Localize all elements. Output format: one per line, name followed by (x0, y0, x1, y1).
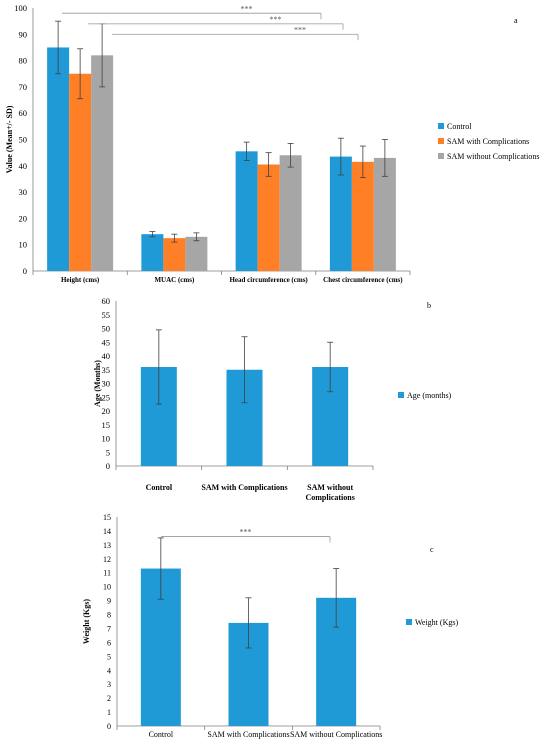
y-tick-label: 15 (102, 420, 111, 430)
y-tick-label: 90 (19, 29, 28, 39)
legend-label: SAM with Complications (447, 137, 529, 146)
legend-label: Control (447, 122, 472, 131)
y-tick-label: 50 (102, 324, 111, 334)
y-tick-label: 0 (106, 461, 110, 471)
bar-0-2 (235, 151, 258, 271)
y-tick-label: 30 (102, 379, 111, 389)
y-tick-label: 80 (19, 56, 28, 66)
significance-label: *** (240, 528, 252, 537)
category-label: SAM with Complications (207, 730, 289, 739)
y-tick-label: 8 (107, 611, 111, 620)
y-tick-label: 20 (19, 213, 28, 223)
category-label: Control (146, 483, 173, 492)
y-tick-label: 0 (107, 722, 111, 731)
bar-0-3 (329, 156, 352, 271)
y-tick-label: 50 (19, 135, 28, 145)
y-tick-label: 10 (102, 434, 111, 444)
category-label: Control (149, 730, 174, 739)
significance-label: *** (270, 15, 282, 24)
y-tick-label: 3 (107, 680, 111, 689)
bar-2-1 (185, 236, 208, 271)
bar-1-3 (351, 161, 374, 271)
y-tick-label: 10 (103, 583, 111, 592)
y-tick-label: 7 (107, 624, 111, 633)
category-label: Height (cms) (61, 276, 100, 284)
bar-2-0 (91, 55, 114, 272)
legend-swatch (438, 138, 444, 144)
y-tick-label: 60 (19, 108, 28, 118)
y-tick-label: 14 (103, 527, 111, 536)
y-tick-label: 40 (102, 351, 111, 361)
y-tick-label: 55 (102, 310, 111, 320)
y-tick-label: 2 (107, 694, 111, 703)
category-label: Chest circumference (cms) (323, 276, 403, 284)
bar-0-1 (141, 234, 164, 271)
category-label: SAM with Complications (201, 483, 287, 492)
chart-panel-b: 0 5 10 15 20 25 30 35 40 45 50 55 60 Age (Months) Cont… (93, 296, 452, 502)
y-tick-label: 35 (102, 365, 111, 375)
legend-label: Weight (Kgs) (415, 618, 458, 627)
legend-label: Age (months) (407, 391, 452, 400)
panel-label: a (514, 16, 518, 25)
legend-swatch (438, 153, 444, 159)
y-tick-label: 45 (102, 337, 111, 347)
y-tick-label: 1 (107, 708, 111, 717)
legend-swatch (406, 619, 412, 625)
y-tick-label: 15 (103, 513, 111, 522)
significance-label: *** (294, 25, 306, 34)
category-label: SAM without Complications (305, 483, 354, 502)
bar-1-0 (69, 73, 92, 271)
y-tick-label: 5 (107, 652, 111, 661)
y-tick-label: 0 (23, 266, 27, 276)
y-tick-label: 10 (19, 240, 28, 250)
category-label: SAM without Complications (290, 730, 382, 739)
y-tick-label: 60 (102, 296, 111, 306)
y-tick-label: 40 (19, 161, 28, 171)
category-label: MUAC (cms) (154, 276, 195, 284)
bar-0-0 (47, 47, 70, 272)
y-axis-label: Weight (Kgs) (82, 599, 91, 644)
y-tick-label: 70 (19, 82, 28, 92)
y-tick-label: 20 (102, 406, 111, 416)
y-tick-label: 12 (103, 555, 111, 564)
y-tick-label: 6 (107, 638, 111, 647)
bar-1-1 (163, 238, 186, 271)
category-label: Head circumference (cms) (229, 276, 308, 284)
y-axis-label: Age (Months) (93, 360, 102, 407)
panel-label: c (430, 545, 434, 554)
panel-label: b (427, 301, 431, 310)
y-axis-label: Value (Mean+/- SD) (5, 105, 14, 173)
bar-2-3 (373, 157, 396, 271)
y-tick-label: 30 (19, 187, 28, 197)
y-tick-label: 4 (107, 666, 111, 675)
y-tick-label: 25 (102, 392, 111, 402)
legend-swatch (438, 123, 444, 129)
bar-2-2 (279, 155, 302, 271)
y-tick-label: 5 (106, 447, 110, 457)
legend-swatch (398, 392, 404, 398)
legend-label: SAM without Complications (447, 152, 539, 161)
chart-panel-a: 0 10 20 30 40 50 60 70 80 90 100 Value (Mean+/- SD)… (5, 3, 539, 284)
bar-1-2 (257, 164, 280, 271)
y-tick-label: 9 (107, 597, 111, 606)
y-tick-label: 13 (103, 541, 111, 550)
y-tick-label: 11 (103, 569, 111, 578)
y-tick-label: 100 (14, 3, 27, 13)
significance-label: *** (241, 4, 253, 13)
